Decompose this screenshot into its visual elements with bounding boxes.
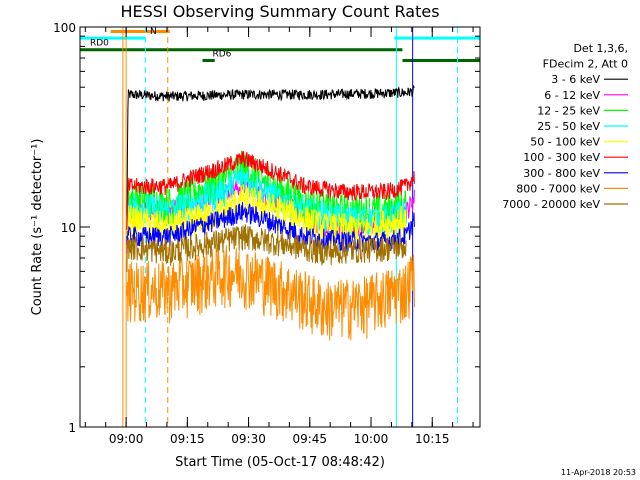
- series-line-4: [126, 184, 407, 245]
- legend-header-0: Det 1,3,6,: [573, 42, 628, 55]
- y-axis-label: Count Rate (s⁻¹ detector⁻¹): [30, 139, 45, 316]
- x-tick-label-2: 09:30: [231, 432, 266, 446]
- footer-timestamp: 11-Apr-2018 20:53: [561, 468, 636, 477]
- legend-header-1: FDecim 2, Att 0: [543, 58, 628, 71]
- legend-label-3: 25 - 50 keV: [537, 120, 600, 133]
- series-lines: [126, 84, 415, 341]
- x-axis-label: Start Time (05-Oct-17 08:48:42): [175, 455, 385, 470]
- series-line-3: [126, 166, 407, 236]
- flag-label-0: S: [141, 20, 147, 30]
- y-axis-ticks: 1 10 100: [53, 21, 480, 435]
- x-tick-label-3: 09:45: [292, 432, 327, 446]
- legend-label-1: 6 - 12 keV: [544, 89, 600, 102]
- series-line-5: [126, 150, 415, 230]
- y-tick-label-2: 100: [53, 21, 76, 35]
- legend-label-2: 12 - 25 keV: [537, 104, 600, 117]
- legend-label-4: 50 - 100 keV: [530, 136, 600, 149]
- y-tick-label-1: 10: [61, 221, 76, 235]
- y-tick-label-0: 1: [68, 421, 76, 435]
- flag-label-1: N: [150, 27, 157, 37]
- series-line-6: [126, 202, 415, 253]
- chart-title: HESSI Observing Summary Count Rates: [120, 2, 439, 21]
- legend-label-0: 3 - 6 keV: [551, 73, 600, 86]
- x-tick-label-5: 10:15: [415, 432, 450, 446]
- flag-label-3: RD0: [90, 39, 109, 49]
- x-tick-label-0: 09:00: [109, 432, 144, 446]
- flag-label-4: RD6: [212, 49, 231, 59]
- x-tick-label-1: 09:15: [170, 432, 205, 446]
- series-line-7: [126, 245, 415, 341]
- legend-label-7: 800 - 7000 keV: [516, 182, 600, 195]
- observing-flags: SN RD0 RD6: [80, 20, 480, 62]
- x-axis-ticks: 09:00 09:15 09:30 09:45 10:00 10:15: [84, 27, 474, 446]
- legend-label-6: 300 - 800 keV: [523, 167, 600, 180]
- series-line-8: [126, 224, 407, 273]
- series-line-0: [126, 84, 415, 245]
- legend-label-5: 100 - 300 keV: [523, 151, 600, 164]
- x-tick-label-4: 10:00: [354, 432, 389, 446]
- legend-label-8: 7000 - 20000 keV: [502, 198, 600, 211]
- legend: Det 1,3,6, FDecim 2, Att 0 3 - 6 keV 6 - 12…: [502, 42, 628, 211]
